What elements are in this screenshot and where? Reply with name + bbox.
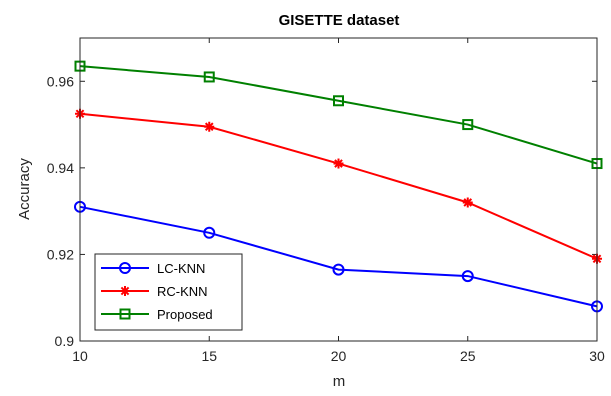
- y-axis-label: Accuracy: [16, 158, 33, 220]
- y-tick-label: 0.96: [47, 73, 74, 89]
- data-point: [333, 95, 344, 107]
- plot-frame: [79, 37, 598, 342]
- legend-label: Proposed: [157, 307, 213, 322]
- data-point: [203, 226, 216, 239]
- x-tick-label: 20: [331, 348, 347, 364]
- data-point: [204, 121, 215, 132]
- x-axis-label: m: [333, 373, 346, 390]
- legend: LC-KNN RC-KNN Proposed: [94, 253, 243, 331]
- legend-item: Proposed: [101, 307, 213, 322]
- data-point: [461, 270, 474, 283]
- legend-item: RC-KNN: [101, 284, 208, 299]
- series-line: [79, 205, 598, 308]
- legend-marker: [120, 286, 130, 296]
- x-tick-label: 10: [72, 348, 88, 364]
- legend-marker: [119, 262, 131, 274]
- series-line: [79, 65, 598, 165]
- y-tick-label: 0.94: [47, 160, 74, 176]
- x-tick-label: 15: [201, 348, 217, 364]
- legend-label: LC-KNN: [157, 261, 205, 276]
- x-tick-label: 25: [460, 348, 476, 364]
- chart-title: GISETTE dataset: [279, 12, 400, 29]
- legend-label: RC-KNN: [157, 284, 208, 299]
- legend-marker: [119, 308, 131, 320]
- legend-item: LC-KNN: [101, 261, 205, 276]
- y-tick-label: 0.92: [47, 246, 74, 262]
- data-point: [203, 71, 215, 83]
- legend-items: LC-KNN RC-KNN Proposed: [101, 261, 213, 322]
- data-point: [462, 197, 473, 208]
- data-point: [332, 263, 345, 276]
- y-tick-label: 0.9: [55, 333, 75, 349]
- data-point: [333, 158, 344, 169]
- data-point: [462, 119, 474, 131]
- x-tick-label: 30: [589, 348, 605, 364]
